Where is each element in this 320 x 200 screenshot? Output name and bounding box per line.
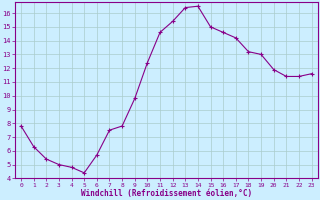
X-axis label: Windchill (Refroidissement éolien,°C): Windchill (Refroidissement éolien,°C): [81, 189, 252, 198]
